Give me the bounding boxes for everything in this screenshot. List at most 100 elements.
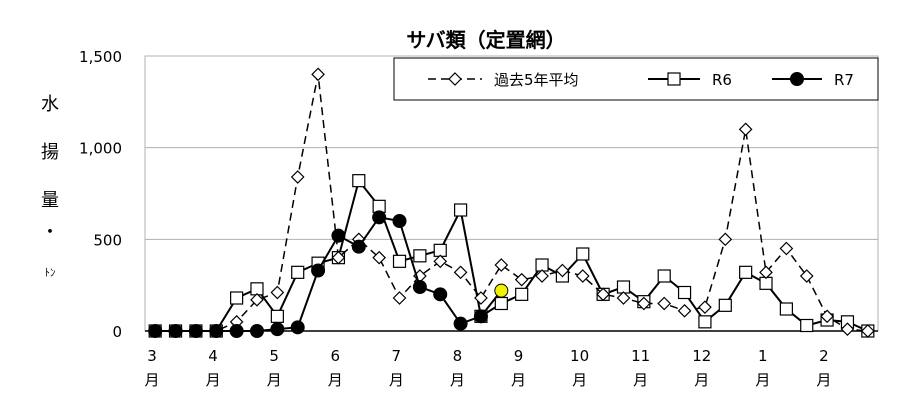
y-label-char: ﾄﾝ (45, 266, 56, 279)
data-point (270, 285, 285, 300)
y-label-char: 揚 (41, 142, 59, 163)
data-point (290, 170, 305, 184)
y-label-char: 水 (41, 94, 59, 115)
data-point (270, 322, 285, 337)
month-unit: 月 (206, 371, 221, 389)
data-point (433, 287, 448, 302)
legend-label: 過去5年平均 (494, 71, 579, 89)
data-point (331, 228, 346, 243)
data-point (372, 210, 387, 225)
month-number: 9 (514, 347, 524, 365)
month-unit: 月 (755, 371, 770, 389)
legend-entry: R7 (772, 71, 854, 89)
data-point (759, 265, 773, 280)
month-number: 2 (819, 347, 829, 365)
data-point (413, 249, 427, 263)
data-point (575, 269, 590, 283)
data-point (677, 303, 692, 318)
series-line (155, 178, 869, 332)
data-point (453, 203, 468, 217)
month-number: 7 (392, 347, 402, 365)
month-unit: 月 (450, 371, 465, 389)
data-point (392, 214, 407, 228)
data-point (779, 241, 794, 256)
month-unit: 月 (694, 371, 709, 389)
data-point (616, 291, 631, 305)
month-number: 12 (692, 347, 711, 365)
data-point (209, 324, 224, 338)
y-axis-label: 水揚量・ ﾄﾝ (41, 94, 59, 279)
month-number: 1 (758, 347, 768, 365)
data-point (474, 291, 488, 305)
month-unit: 月 (389, 371, 404, 389)
legend-label: R7 (834, 71, 854, 89)
data-point (515, 287, 529, 301)
data-point (270, 309, 284, 323)
data-point (677, 285, 692, 300)
data-point (331, 250, 346, 265)
y-axis-ticks: 0 500 1,000 1,500 (79, 48, 122, 341)
series-group (148, 67, 875, 338)
data-point (311, 67, 325, 82)
data-point (188, 324, 203, 338)
data-point (453, 265, 468, 280)
data-point (433, 254, 448, 269)
month-unit: 月 (144, 371, 159, 389)
chart-title: サバ類（定置網） (406, 28, 565, 52)
data-point (494, 296, 508, 311)
month-unit: 月 (633, 371, 648, 389)
data-point (698, 315, 712, 329)
series-0 (148, 67, 875, 338)
data-point (636, 296, 651, 311)
data-point (290, 320, 305, 335)
data-point (148, 324, 163, 338)
legend: 過去5年平均 R6 R7 (393, 57, 879, 101)
y-tick-label: 1,000 (79, 140, 122, 158)
data-point (799, 269, 814, 283)
data-point (249, 324, 264, 338)
month-unit: 月 (328, 371, 343, 389)
data-point (168, 324, 183, 338)
month-number: 11 (631, 347, 650, 365)
series-1 (148, 174, 875, 338)
data-point (667, 72, 681, 86)
data-point (596, 287, 610, 302)
data-point (230, 291, 244, 305)
data-point (576, 247, 590, 261)
data-point (718, 232, 733, 247)
data-point (514, 272, 529, 287)
data-point (738, 122, 753, 137)
legend-entry: R6 (648, 71, 732, 89)
data-point (555, 263, 570, 278)
data-point (739, 265, 753, 279)
data-point (392, 254, 407, 268)
y-tick-label: 1,500 (79, 48, 122, 66)
month-unit: 月 (267, 371, 282, 389)
legend-entry: 過去5年平均 (428, 71, 579, 89)
month-number: 3 (147, 347, 157, 365)
data-point (860, 324, 875, 338)
data-point (840, 322, 855, 337)
data-point (494, 283, 509, 298)
month-number: 10 (570, 347, 589, 365)
data-point (372, 250, 387, 265)
legend-label: R6 (712, 71, 732, 89)
data-point (657, 269, 671, 283)
data-point (657, 296, 672, 311)
y-label-char: ・ (41, 222, 59, 243)
data-point (250, 292, 264, 307)
month-unit: 月 (511, 371, 526, 389)
data-point (351, 239, 366, 254)
data-point (820, 309, 834, 324)
x-axis-ticks: 3 月 4 月 5 月 6 月 7 月 8 月 9 月 10 月 11 月 12 月 1 月 2 月 (144, 347, 831, 389)
data-point (311, 263, 326, 278)
y-tick-label: 500 (93, 231, 122, 249)
data-point (779, 302, 793, 316)
data-point (412, 280, 427, 294)
data-point (352, 174, 366, 188)
month-unit: 月 (572, 371, 587, 389)
data-point (494, 258, 509, 272)
data-point (790, 72, 804, 86)
data-point (473, 309, 488, 324)
